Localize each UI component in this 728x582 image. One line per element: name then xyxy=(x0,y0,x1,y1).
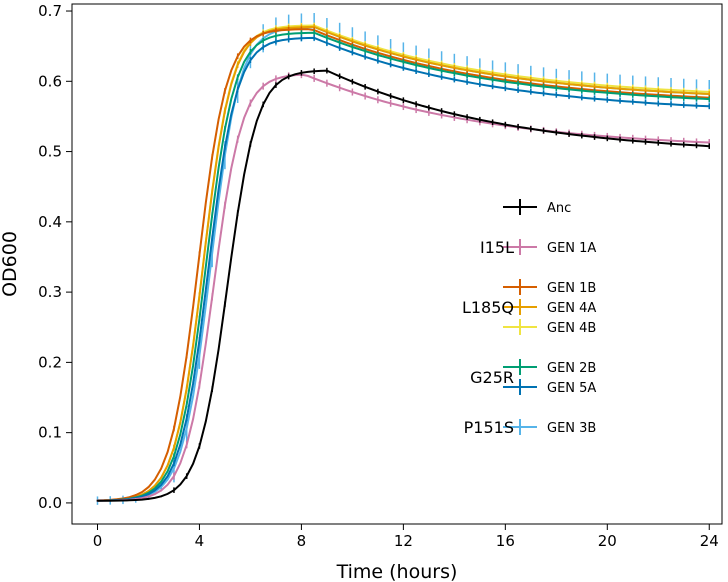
series-line xyxy=(97,25,710,502)
legend: Anc GEN 1A I15L GEN 1B GEN 4A GEN 4B L185Q GEN … xyxy=(462,199,596,437)
y-tick-label: 0.4 xyxy=(38,213,62,231)
x-axis: 0 4 8 12 16 20 24 xyxy=(93,524,719,550)
legend-label-gen-1a: GEN 1A xyxy=(547,241,596,256)
legend-label-gen-5a: GEN 5A xyxy=(547,381,596,396)
y-tick-label: 0.7 xyxy=(38,2,62,20)
y-tick-label: 0.2 xyxy=(38,353,62,371)
y-tick-label: 0.6 xyxy=(38,72,62,90)
y-tick-label: 0.3 xyxy=(38,283,62,301)
x-tick-label: 16 xyxy=(496,532,515,550)
series-layer xyxy=(96,13,711,505)
y-axis-label: OD600 xyxy=(0,231,21,297)
x-tick-label: 8 xyxy=(297,532,307,550)
y-axis: 0.0 0.1 0.2 0.3 0.4 0.5 0.6 0.7 xyxy=(38,2,72,512)
legend-group-g25r: G25R xyxy=(470,368,514,387)
legend-label-gen-4b: GEN 4B xyxy=(547,321,596,336)
legend-group-p151s: P151S xyxy=(464,418,514,437)
y-tick-label: 0.1 xyxy=(38,424,62,442)
series-line xyxy=(97,31,710,502)
legend-label-gen-2b: GEN 2B xyxy=(547,361,596,376)
x-axis-label: Time (hours) xyxy=(336,561,458,582)
legend-label-gen-3b: GEN 3B xyxy=(547,421,596,436)
series-gen-2b xyxy=(96,29,711,502)
series-anc xyxy=(96,67,711,502)
plot-frame xyxy=(71,3,723,525)
legend-label-gen-4a: GEN 4A xyxy=(547,301,596,316)
y-tick-label: 0.0 xyxy=(38,494,62,512)
x-tick-label: 0 xyxy=(93,532,103,550)
legend-label-anc: Anc xyxy=(547,201,571,216)
x-tick-label: 12 xyxy=(394,532,413,550)
legend-group-l185q: L185Q xyxy=(462,298,514,317)
legend-label-gen-1b: GEN 1B xyxy=(547,281,596,296)
y-tick-label: 0.5 xyxy=(38,143,62,161)
series-line xyxy=(97,36,710,502)
legend-group-i15l: I15L xyxy=(480,238,514,257)
x-tick-label: 20 xyxy=(598,532,617,550)
x-tick-label: 24 xyxy=(700,532,719,550)
series-line xyxy=(97,69,710,502)
x-tick-label: 4 xyxy=(195,532,205,550)
